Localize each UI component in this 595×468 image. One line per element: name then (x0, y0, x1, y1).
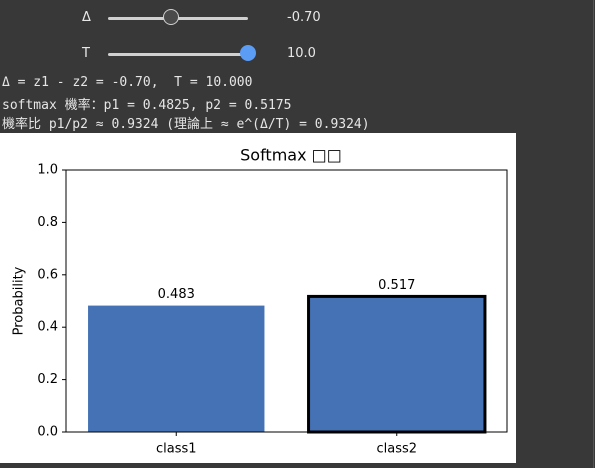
slider-track[interactable] (108, 53, 248, 56)
slider-widget[interactable]: Δ -0.70 (0, 6, 360, 30)
output-line: Δ = z1 - z2 = -0.70, T = 10.000 (2, 75, 253, 90)
y-tick-label: 0.0 (37, 425, 58, 440)
y-tick-label: 0.6 (37, 267, 58, 282)
slider-value: -0.70 (287, 10, 321, 25)
slider-value: 10.0 (287, 46, 316, 61)
value-label: 0.483 (158, 287, 195, 302)
slider-label: T (82, 46, 90, 61)
axes-frame (65, 169, 508, 433)
chart-title: Softmax □□ (240, 146, 342, 165)
value-label: 0.517 (378, 278, 415, 293)
x-tick-label: class2 (376, 442, 417, 457)
y-tick-label: 0.2 (37, 372, 58, 387)
x-tick-label: class1 (156, 442, 197, 457)
y-tick-label: 1.0 (37, 163, 58, 178)
scrollbar-edge (593, 0, 594, 468)
y-axis-label: Probability (12, 266, 27, 335)
bar (307, 294, 487, 434)
bar (88, 305, 265, 432)
y-tick-label: 0.8 (37, 215, 58, 230)
y-tick-label: 0.4 (37, 320, 58, 335)
slider-label: Δ (82, 10, 91, 25)
chart: Softmax □□ Probability 0.0 0.2 0.4 0.6 0.8 1.… (0, 133, 516, 463)
slider-knob[interactable] (240, 45, 256, 61)
slider-knob[interactable] (163, 9, 179, 25)
output-line: softmax 機率：p1 = 0.4825, p2 = 0.5175 (2, 98, 292, 113)
output-line: 機率比 p1/p2 ≈ 0.9324 (理論上 ≈ e^(Δ/T) = 0.93… (2, 117, 370, 132)
slider-widget[interactable]: T 10.0 (0, 42, 360, 66)
